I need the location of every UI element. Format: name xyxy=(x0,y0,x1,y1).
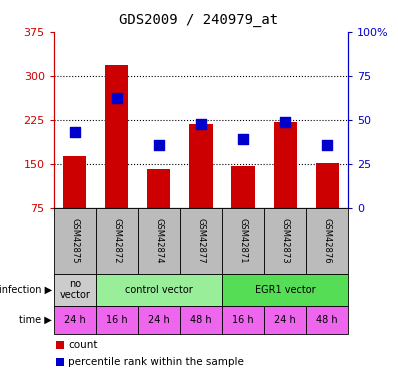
Point xyxy=(324,142,330,148)
Bar xyxy=(273,122,297,208)
Text: GSM42875: GSM42875 xyxy=(70,218,79,264)
Bar xyxy=(232,166,255,208)
Text: GSM42872: GSM42872 xyxy=(112,218,121,264)
Point xyxy=(240,136,246,142)
Text: count: count xyxy=(68,340,98,350)
Bar xyxy=(147,170,170,208)
Text: infection ▶: infection ▶ xyxy=(0,285,52,295)
Text: 16 h: 16 h xyxy=(232,315,254,325)
Point xyxy=(114,94,120,100)
Text: time ▶: time ▶ xyxy=(19,315,52,325)
Text: 24 h: 24 h xyxy=(274,315,296,325)
Text: GSM42876: GSM42876 xyxy=(323,218,332,264)
Text: 48 h: 48 h xyxy=(190,315,212,325)
Text: no
vector: no vector xyxy=(59,279,90,300)
Bar xyxy=(63,156,86,208)
Text: control vector: control vector xyxy=(125,285,193,295)
Text: 48 h: 48 h xyxy=(316,315,338,325)
Text: GSM42874: GSM42874 xyxy=(154,218,164,264)
Point xyxy=(156,142,162,148)
Bar xyxy=(316,163,339,208)
Text: percentile rank within the sample: percentile rank within the sample xyxy=(68,357,244,367)
Text: EGR1 vector: EGR1 vector xyxy=(255,285,316,295)
Text: GSM42873: GSM42873 xyxy=(281,218,290,264)
Point xyxy=(282,119,288,125)
Bar xyxy=(105,65,129,208)
Point xyxy=(72,129,78,135)
Text: 24 h: 24 h xyxy=(64,315,86,325)
Bar xyxy=(189,124,213,208)
Text: GSM42877: GSM42877 xyxy=(197,218,205,264)
Point xyxy=(198,121,204,127)
Text: 24 h: 24 h xyxy=(148,315,170,325)
Text: GDS2009 / 240979_at: GDS2009 / 240979_at xyxy=(119,13,279,27)
Text: 16 h: 16 h xyxy=(106,315,128,325)
Text: GSM42871: GSM42871 xyxy=(238,218,248,264)
